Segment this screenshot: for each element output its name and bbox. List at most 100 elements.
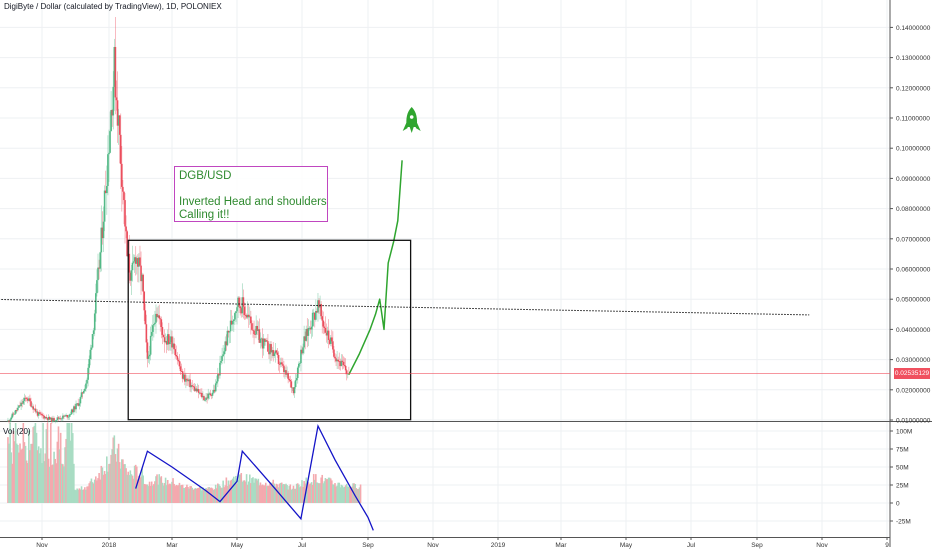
volume-bar bbox=[201, 490, 203, 503]
candle bbox=[208, 391, 211, 400]
candle bbox=[153, 314, 155, 338]
volume-bar bbox=[84, 487, 86, 503]
volume-bar bbox=[87, 486, 89, 503]
candle bbox=[51, 416, 53, 424]
volume-bar bbox=[8, 443, 10, 503]
candle bbox=[233, 319, 235, 333]
candle bbox=[243, 302, 246, 320]
candle bbox=[169, 336, 171, 351]
volume-bar bbox=[70, 423, 73, 503]
volume-bar bbox=[282, 484, 284, 503]
volume-bar bbox=[191, 487, 194, 503]
candle bbox=[171, 330, 173, 355]
candle bbox=[274, 342, 277, 363]
volume-bar bbox=[266, 486, 268, 503]
candle bbox=[339, 358, 342, 371]
candle bbox=[164, 333, 167, 344]
volume-bar bbox=[320, 477, 322, 503]
volume-bar bbox=[34, 423, 37, 503]
volume-bar bbox=[290, 489, 293, 503]
volume-bar bbox=[73, 463, 75, 503]
candle bbox=[165, 336, 168, 354]
candle bbox=[242, 289, 245, 319]
volume-bar bbox=[340, 484, 343, 503]
volume-bar bbox=[41, 463, 43, 503]
volume-ma-line bbox=[135, 423, 374, 531]
volume-bar bbox=[231, 478, 234, 503]
candle bbox=[81, 391, 84, 399]
candle bbox=[103, 185, 106, 232]
candle bbox=[315, 299, 317, 322]
candle bbox=[14, 409, 17, 415]
candle bbox=[235, 311, 237, 322]
volume-bar bbox=[221, 487, 223, 503]
candle bbox=[273, 352, 276, 359]
candle bbox=[78, 399, 81, 410]
volume-bar bbox=[248, 474, 251, 503]
volume-bar bbox=[186, 484, 188, 503]
candle bbox=[167, 322, 170, 351]
candle bbox=[22, 397, 25, 406]
candle bbox=[155, 304, 157, 334]
candle bbox=[76, 403, 78, 406]
candle bbox=[275, 349, 278, 355]
volume-bar bbox=[151, 485, 154, 503]
candle bbox=[240, 306, 243, 318]
candle bbox=[258, 318, 261, 344]
volume-bar bbox=[284, 484, 286, 503]
time-tick-label-1: 2018 bbox=[102, 542, 117, 549]
candle bbox=[63, 414, 65, 420]
candle bbox=[110, 91, 112, 132]
candle bbox=[222, 344, 224, 358]
volume-bar bbox=[241, 481, 244, 503]
volume-bar bbox=[156, 474, 158, 503]
candle bbox=[304, 331, 306, 350]
candle bbox=[41, 412, 43, 418]
volume-bar bbox=[321, 474, 324, 503]
candle bbox=[229, 309, 232, 343]
volume-bar bbox=[117, 443, 120, 503]
volume-bar bbox=[285, 483, 287, 503]
price-tick-label-9: 0.10000000 bbox=[896, 146, 931, 153]
volume-bar bbox=[343, 486, 346, 503]
candle bbox=[175, 345, 178, 358]
volume-bar bbox=[20, 449, 22, 503]
time-tick-label-5: Sep bbox=[362, 542, 374, 549]
volume-bar bbox=[147, 486, 150, 503]
candle bbox=[65, 413, 67, 417]
volume-bar bbox=[141, 468, 143, 503]
candle bbox=[17, 404, 19, 412]
volume-bar bbox=[235, 475, 237, 503]
annotation-line-3: Inverted Head and shoulders bbox=[179, 196, 327, 208]
volume-bar bbox=[205, 487, 207, 503]
candle bbox=[227, 330, 230, 338]
volume-bar bbox=[228, 484, 231, 503]
candle bbox=[158, 304, 160, 325]
volume-bar bbox=[308, 484, 311, 503]
volume-bar bbox=[323, 481, 326, 503]
volume-bar bbox=[337, 482, 339, 503]
time-tick-label-0: Nov bbox=[36, 542, 48, 549]
volume-bar bbox=[49, 423, 52, 503]
volume-bar bbox=[56, 441, 59, 503]
volume-bar bbox=[85, 489, 87, 503]
volume-bar bbox=[149, 485, 152, 503]
candle bbox=[333, 345, 335, 359]
candle bbox=[11, 411, 14, 419]
candle bbox=[97, 253, 99, 293]
volume-bar bbox=[334, 483, 336, 503]
volume-bar bbox=[45, 429, 48, 503]
candle bbox=[170, 329, 172, 351]
annotation-line-2 bbox=[179, 183, 323, 196]
time-tick-label-11: Sep bbox=[751, 542, 763, 549]
volume-bar bbox=[132, 478, 135, 503]
volume-bar bbox=[158, 474, 160, 503]
candle bbox=[191, 379, 194, 390]
candle bbox=[230, 310, 233, 326]
candle bbox=[176, 352, 179, 365]
volume-bar bbox=[30, 443, 32, 503]
volume-bar bbox=[43, 461, 45, 503]
volume-bar bbox=[107, 471, 109, 503]
annotation-note[interactable]: DGB/USD Inverted Head and shoulders Call… bbox=[174, 166, 328, 222]
